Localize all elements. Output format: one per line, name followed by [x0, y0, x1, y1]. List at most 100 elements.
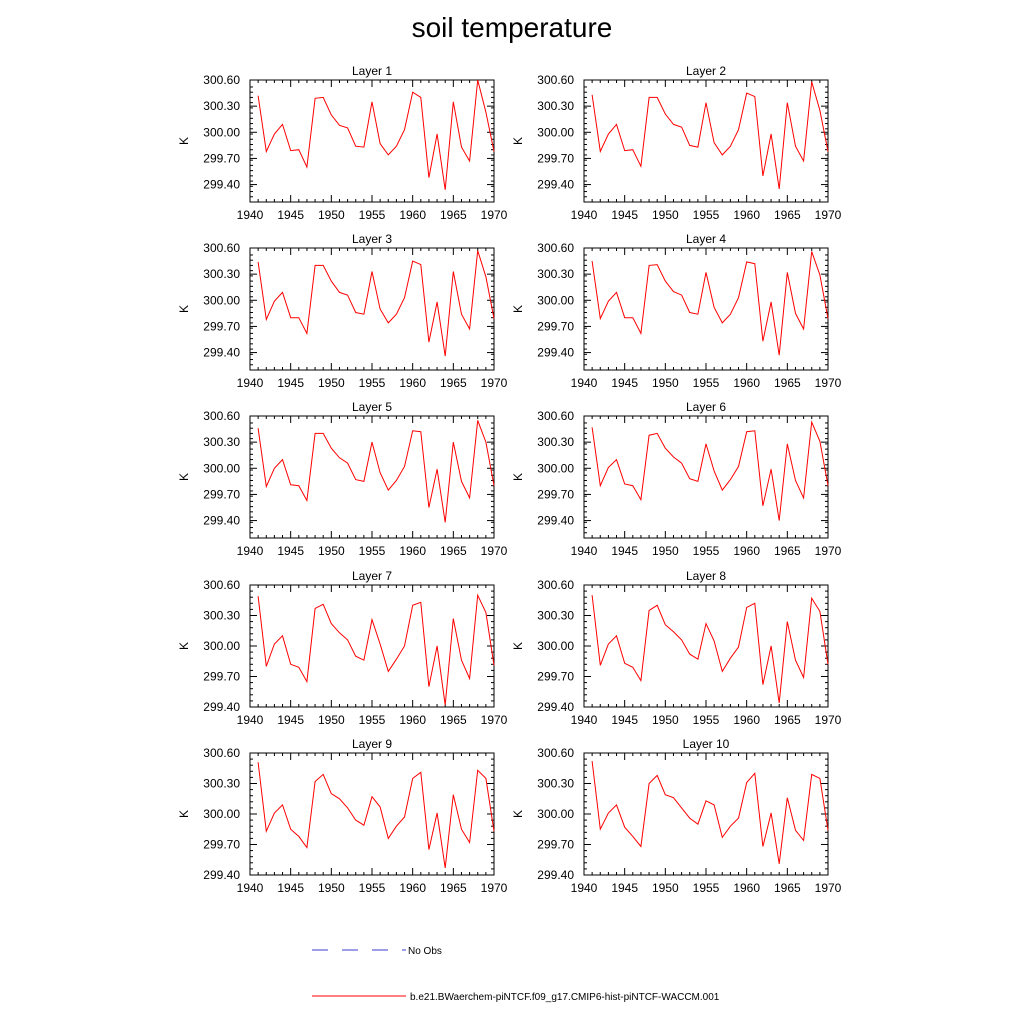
- x-tick-label: 1950: [318, 376, 345, 390]
- legend-label-no-obs: No Obs: [408, 946, 442, 957]
- x-tick-label: 1955: [693, 376, 720, 390]
- y-tick-label: 300.60: [537, 578, 574, 592]
- x-tick-label: 1970: [815, 376, 842, 390]
- y-tick-label: 300.30: [537, 777, 574, 791]
- y-tick-label: 299.40: [537, 700, 574, 714]
- x-tick-label: 1945: [611, 376, 638, 390]
- y-tick-label: 299.40: [203, 700, 240, 714]
- legend-label-model: b.e21.BWaerchem-piNTCF.f09_g17.CMIP6-his…: [410, 992, 720, 1003]
- x-tick-label: 1965: [440, 544, 467, 558]
- plot-frame: [583, 584, 829, 708]
- plot-frame: [249, 584, 495, 708]
- x-tick-label: 1955: [693, 713, 720, 727]
- panel-title: Layer 6: [686, 400, 726, 414]
- x-tick-label: 1960: [399, 208, 426, 222]
- y-tick-label: 299.40: [537, 514, 574, 528]
- y-tick-label: 300.00: [537, 807, 574, 821]
- y-tick-label: 300.00: [203, 461, 240, 475]
- panel-5: Layer 5 K 1940 1945 1950 1955 1960 1965 1970 300.…: [177, 400, 508, 558]
- x-tick-label: 1940: [571, 376, 598, 390]
- panel-2: Layer 2 K 1940 1945 1950 1955 1960 1965 1970 300.…: [511, 64, 842, 222]
- x-tick-label: 1945: [277, 881, 304, 895]
- x-tick-label: 1970: [815, 713, 842, 727]
- x-tick-label: 1940: [237, 544, 264, 558]
- y-axis-label: K: [177, 642, 191, 650]
- x-tick-label: 1960: [399, 544, 426, 558]
- plot-frame: [583, 415, 829, 539]
- y-axis-label: K: [511, 305, 525, 313]
- x-tick-label: 1970: [481, 881, 508, 895]
- x-tick-label: 1950: [652, 544, 679, 558]
- plot-frame: [583, 247, 829, 371]
- x-tick-label: 1970: [815, 881, 842, 895]
- series-line: [591, 420, 829, 521]
- y-tick-label: 300.00: [203, 293, 240, 307]
- x-tick-label: 1970: [481, 544, 508, 558]
- x-tick-label: 1955: [359, 208, 386, 222]
- x-tick-label: 1940: [571, 713, 598, 727]
- y-tick-label: 300.30: [203, 99, 240, 113]
- panel-9: Layer 9 K 1940 1945 1950 1955 1960 1965 1970 300.…: [177, 737, 508, 895]
- y-tick-label: 299.70: [203, 487, 240, 501]
- y-tick-label: 300.00: [203, 639, 240, 653]
- y-tick-label: 300.30: [203, 609, 240, 623]
- y-tick-label: 300.00: [203, 125, 240, 139]
- y-tick-label: 299.70: [203, 670, 240, 684]
- x-tick-label: 1950: [652, 713, 679, 727]
- y-tick-label: 300.30: [203, 777, 240, 791]
- x-tick-label: 1950: [652, 208, 679, 222]
- y-tick-label: 300.60: [203, 241, 240, 255]
- x-tick-label: 1960: [399, 881, 426, 895]
- panel-title: Layer 9: [352, 737, 392, 751]
- x-tick-label: 1955: [359, 544, 386, 558]
- x-tick-label: 1945: [277, 376, 304, 390]
- y-tick-label: 299.40: [537, 346, 574, 360]
- x-tick-label: 1955: [693, 881, 720, 895]
- x-tick-label: 1955: [693, 208, 720, 222]
- x-tick-label: 1945: [277, 713, 304, 727]
- panel-8: Layer 8 K 1940 1945 1950 1955 1960 1965 1970 300.…: [511, 569, 842, 727]
- series-line: [257, 250, 495, 357]
- y-tick-label: 300.60: [537, 746, 574, 760]
- x-tick-label: 1955: [359, 713, 386, 727]
- y-tick-label: 300.60: [537, 73, 574, 87]
- y-axis-label: K: [177, 305, 191, 313]
- panel-title: Layer 4: [686, 232, 726, 246]
- y-tick-label: 300.30: [203, 267, 240, 281]
- y-tick-label: 299.40: [203, 178, 240, 192]
- y-tick-label: 300.30: [203, 435, 240, 449]
- y-axis-label: K: [177, 810, 191, 818]
- x-tick-label: 1970: [481, 713, 508, 727]
- panel-10: Layer 10 K 1940 1945 1950 1955 1960 1965 1970 300…: [511, 737, 842, 895]
- x-tick-label: 1965: [774, 881, 801, 895]
- x-tick-label: 1940: [571, 544, 598, 558]
- y-axis-label: K: [511, 473, 525, 481]
- y-tick-label: 299.70: [203, 319, 240, 333]
- y-tick-label: 300.00: [537, 639, 574, 653]
- x-tick-label: 1960: [733, 713, 760, 727]
- figure-title: soil temperature: [411, 12, 613, 43]
- y-tick-label: 299.70: [537, 670, 574, 684]
- x-tick-label: 1970: [481, 208, 508, 222]
- x-tick-label: 1960: [733, 881, 760, 895]
- series-line: [591, 81, 829, 189]
- x-tick-label: 1945: [277, 544, 304, 558]
- panel-title: Layer 5: [352, 400, 392, 414]
- x-tick-label: 1970: [815, 208, 842, 222]
- y-tick-label: 300.30: [537, 609, 574, 623]
- x-tick-label: 1955: [693, 544, 720, 558]
- y-axis-label: K: [511, 642, 525, 650]
- y-tick-label: 300.30: [537, 435, 574, 449]
- y-tick-label: 300.60: [537, 409, 574, 423]
- x-tick-label: 1950: [652, 881, 679, 895]
- x-tick-label: 1950: [318, 713, 345, 727]
- y-tick-label: 300.60: [537, 241, 574, 255]
- panel-1: Layer 1 K 1940 1945 1950 1955 1960 1965 1970 300.…: [177, 64, 508, 222]
- y-tick-label: 299.40: [203, 868, 240, 882]
- x-tick-label: 1970: [481, 376, 508, 390]
- panel-title: Layer 10: [683, 737, 730, 751]
- y-tick-label: 299.70: [537, 151, 574, 165]
- series-line: [257, 593, 495, 706]
- x-tick-label: 1965: [440, 208, 467, 222]
- plot-frame: [583, 79, 829, 203]
